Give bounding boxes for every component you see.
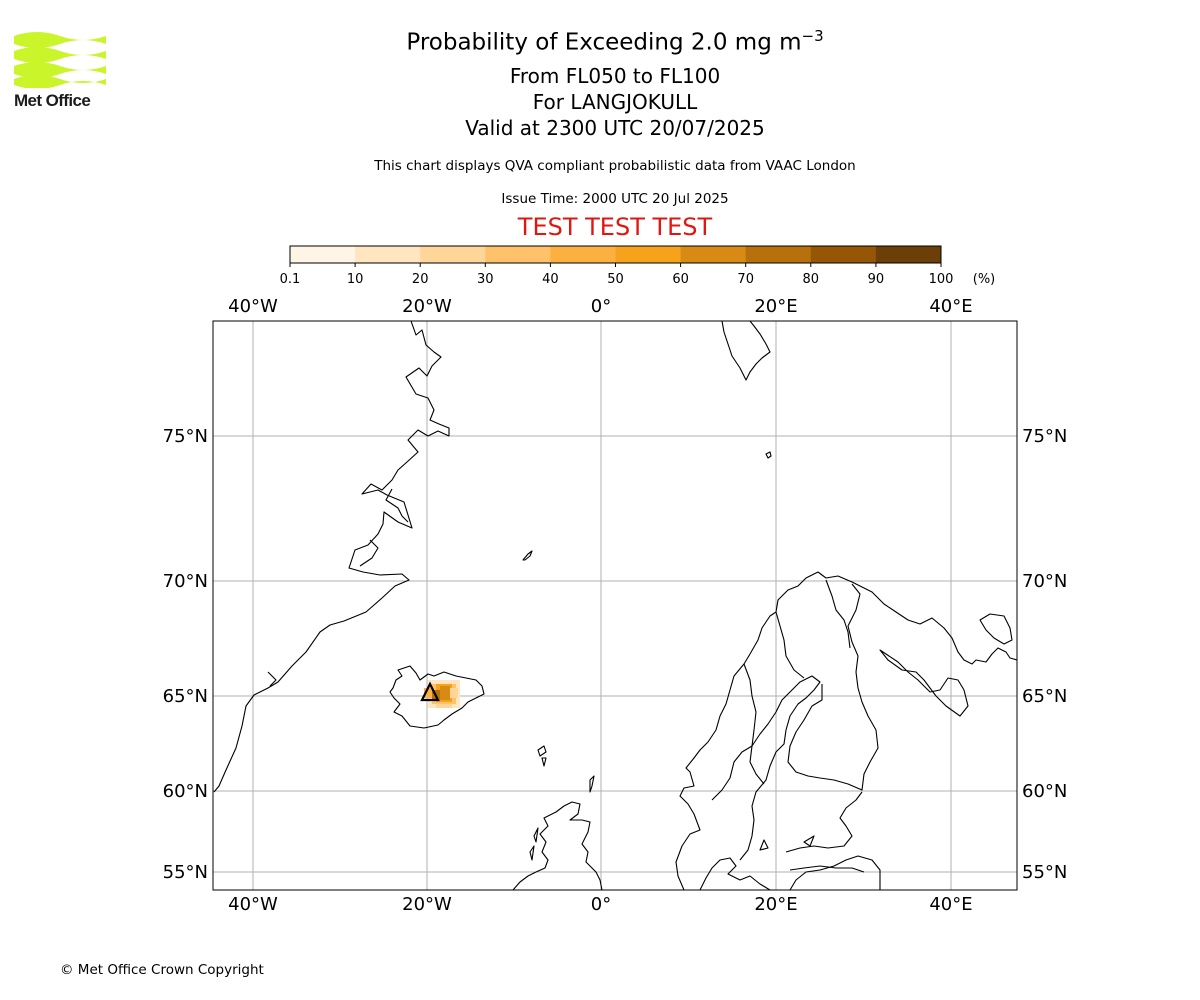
lat-labels-right: 75°N 70°N 65°N 60°N 55°N bbox=[1022, 426, 1067, 883]
lon-label: 20°W bbox=[402, 894, 452, 915]
shetland bbox=[589, 775, 595, 793]
colorbar-tick-label: 10 bbox=[347, 272, 364, 287]
svalbard-coast bbox=[721, 321, 771, 381]
lon-label: 40°W bbox=[228, 296, 278, 317]
colorbar-unit: (%) bbox=[973, 272, 996, 287]
colorbar-tick-label: 50 bbox=[607, 272, 624, 287]
lat-label: 70°N bbox=[163, 571, 208, 592]
sweden-finland-border bbox=[825, 579, 851, 649]
colorbar-cell bbox=[875, 246, 942, 263]
probability-field bbox=[424, 680, 460, 708]
lon-labels-top: 40°W 20°W 0° 20°E 40°E bbox=[228, 296, 972, 317]
bear-island bbox=[765, 451, 772, 459]
colorbar-tick-label: 30 bbox=[477, 272, 494, 287]
colorbar-tick-label: 80 bbox=[803, 272, 820, 287]
scandinavia-coast bbox=[675, 571, 1017, 890]
lon-label: 20°E bbox=[754, 296, 797, 317]
lat-labels-left: 75°N 70°N 65°N 60°N 55°N bbox=[163, 426, 208, 883]
norway-sweden-border bbox=[775, 611, 805, 679]
data-source-note: This chart displays QVA compliant probab… bbox=[374, 158, 856, 174]
lon-label: 20°E bbox=[754, 894, 797, 915]
norway-sweden-border-south bbox=[743, 663, 757, 747]
iceland-coast bbox=[389, 665, 485, 729]
islands-baltic bbox=[759, 835, 815, 851]
copyright-footer: © Met Office Crown Copyright bbox=[60, 962, 264, 978]
colorbar-tick-label: 100 bbox=[929, 272, 954, 287]
colorbar-tick-label: 60 bbox=[672, 272, 689, 287]
greenland-inlet bbox=[359, 539, 379, 567]
lon-label: 0° bbox=[591, 296, 611, 317]
colorbar-tick-label: 20 bbox=[412, 272, 429, 287]
lon-label: 0° bbox=[591, 894, 611, 915]
lat-label: 65°N bbox=[163, 686, 208, 707]
lat-label: 60°N bbox=[1022, 781, 1067, 802]
flight-level-range: From FL050 to FL100 bbox=[509, 64, 721, 88]
met-office-logo-icon bbox=[14, 32, 106, 88]
lon-label: 40°E bbox=[929, 894, 972, 915]
norway-sweden-border-south bbox=[711, 745, 753, 801]
test-banner: TEST TEST TEST bbox=[517, 213, 713, 241]
lat-label: 60°N bbox=[163, 781, 208, 802]
lon-label: 40°W bbox=[228, 894, 278, 915]
sweden-east-coast bbox=[739, 675, 821, 861]
colorbar-tick-label: 0.1 bbox=[280, 272, 301, 287]
logo-text: Met Office bbox=[14, 91, 91, 110]
colorbar-tick-label: 70 bbox=[737, 272, 754, 287]
colorbar-ticks: 0.1 10 20 30 40 50 60 70 80 90 100 bbox=[280, 263, 954, 287]
graticule bbox=[213, 321, 1017, 890]
denmark-coast bbox=[699, 857, 771, 890]
map-frame bbox=[212, 320, 1018, 891]
lon-label: 20°W bbox=[402, 296, 452, 317]
colorbar-tick-label: 40 bbox=[542, 272, 559, 287]
issue-time: Issue Time: 2000 UTC 20 Jul 2025 bbox=[501, 191, 729, 207]
greenland-inlet bbox=[385, 488, 409, 523]
valid-time: Valid at 2300 UTC 20/07/2025 bbox=[465, 116, 765, 140]
baltic-states-borders bbox=[785, 791, 863, 853]
colorbar-cell bbox=[745, 246, 812, 263]
colorbar-cell bbox=[680, 246, 747, 263]
colorbar-cell bbox=[485, 246, 551, 263]
volcano-marker-icon bbox=[420, 681, 440, 702]
colorbar-cell bbox=[810, 246, 877, 263]
colorbar-cell bbox=[290, 246, 356, 263]
lat-label: 55°N bbox=[1022, 862, 1067, 883]
lon-labels-bottom: 40°W 20°W 0° 20°E 40°E bbox=[228, 894, 972, 915]
volcano-name: For LANGJOKULL bbox=[532, 90, 698, 114]
lat-label: 65°N bbox=[1022, 686, 1067, 707]
greenland-inlet bbox=[267, 671, 277, 687]
greenland-coast bbox=[213, 321, 450, 793]
colorbar-cell bbox=[420, 246, 486, 263]
lat-label: 75°N bbox=[163, 426, 208, 447]
lat-label: 55°N bbox=[163, 862, 208, 883]
title-units-exponent: −3 bbox=[801, 27, 824, 45]
hebrides bbox=[529, 827, 539, 861]
colorbar-cell bbox=[615, 246, 682, 263]
kola-coast bbox=[979, 613, 1013, 645]
lon-label: 40°E bbox=[929, 296, 972, 317]
white-sea-coast bbox=[879, 649, 969, 717]
colorbar: 0.1 10 20 30 40 50 60 70 80 90 100 (%) bbox=[280, 245, 996, 287]
jan-mayen bbox=[522, 550, 533, 561]
colorbar-cell bbox=[550, 246, 616, 263]
title-main: Probability of Exceeding 2.0 mg m bbox=[406, 29, 802, 56]
lat-label: 70°N bbox=[1022, 571, 1067, 592]
colorbar-cell bbox=[355, 246, 421, 263]
chart-title: Probability of Exceeding 2.0 mg m−3 bbox=[0, 27, 1200, 56]
finland-coast bbox=[787, 583, 879, 791]
colorbar-cells bbox=[290, 246, 942, 263]
scotland-coast bbox=[512, 801, 603, 890]
lat-label: 75°N bbox=[1022, 426, 1067, 447]
baltic-states-borders bbox=[789, 865, 865, 873]
colorbar-tick-label: 90 bbox=[868, 272, 885, 287]
baltic-states-coast bbox=[789, 855, 881, 890]
faroe-islands bbox=[537, 745, 547, 767]
